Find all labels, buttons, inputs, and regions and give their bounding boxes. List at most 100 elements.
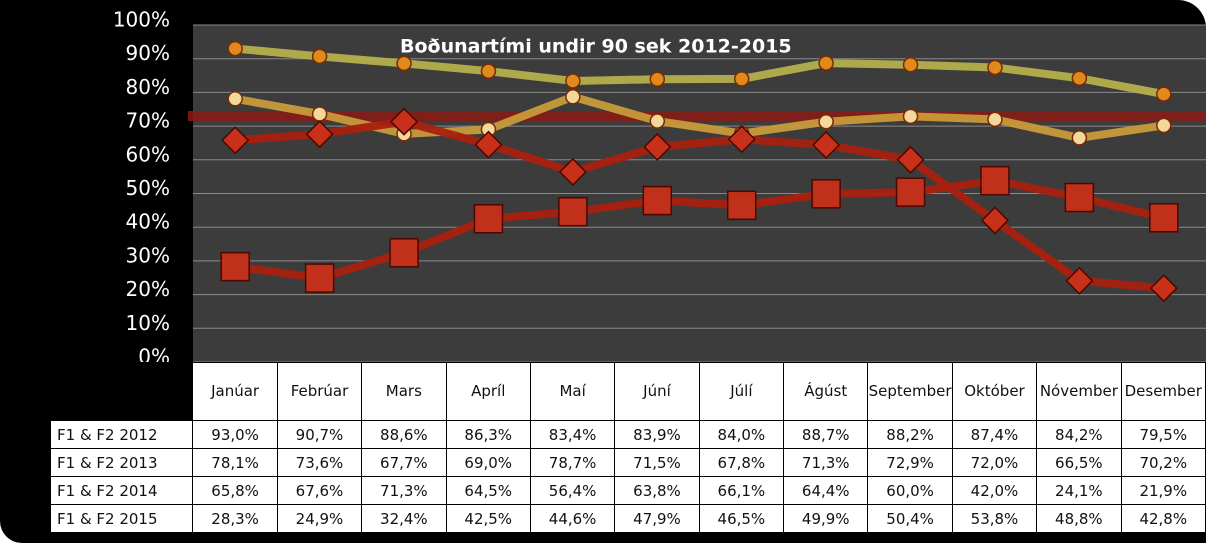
marker: [304, 263, 335, 293]
marker: [1156, 117, 1172, 134]
data-label: 53,8%: [951, 504, 1038, 533]
series-line: [234, 92, 1165, 142]
y-tick-label: 40%: [126, 210, 170, 234]
data-label: 72,9%: [867, 448, 953, 477]
chart-title: Boðunartími undir 90 sek 2012-2015: [400, 36, 792, 58]
data-label: 21,9%: [1120, 476, 1206, 505]
table-row: F1 & F2 2015 28,3% 24,9% 32,4% 42,5% 44,6% 47,…: [49, 504, 1206, 533]
data-label: 86,3%: [445, 420, 531, 449]
marker: [1149, 203, 1179, 233]
marker: [642, 185, 673, 216]
data-label: 71,5%: [614, 448, 700, 477]
data-label: 42,0%: [951, 476, 1038, 505]
y-tick-label: 10%: [126, 311, 170, 335]
marker: [818, 113, 834, 130]
marker: [902, 108, 919, 125]
legend-entry: F1 & F2 2014: [49, 476, 194, 505]
category-label: Mars: [361, 362, 447, 421]
marker: [1149, 274, 1178, 303]
data-label: 64,5%: [445, 476, 531, 505]
data-label: 88,7%: [783, 420, 869, 449]
data-label: 88,2%: [867, 420, 953, 449]
category-label: Nóvember: [1036, 362, 1122, 421]
category-label: Janúar: [192, 362, 278, 421]
data-label: 73,6%: [276, 448, 363, 477]
data-label: 56,4%: [529, 476, 616, 505]
data-label: 79,5%: [1120, 420, 1206, 449]
data-label: 32,4%: [361, 504, 447, 533]
data-label: 64,4%: [783, 476, 869, 505]
marker: [727, 125, 756, 154]
category-label: Ágúst: [783, 362, 869, 421]
data-label: 42,8%: [1120, 504, 1206, 533]
data-label: 84,2%: [1036, 420, 1122, 449]
category-label: Október: [951, 362, 1038, 421]
y-tick-label: 60%: [126, 142, 170, 166]
marker: [558, 196, 588, 227]
data-label: 93,0%: [192, 420, 278, 449]
marker: [980, 206, 1010, 235]
plot: 0% 10% 20% 30% 40% 50% 60% 70% 80% 90% 100% Boðunar…: [113, 8, 1206, 363]
series-line: [234, 44, 1165, 99]
marker: [987, 59, 1003, 76]
marker: [1156, 86, 1172, 102]
data-label: 87,4%: [951, 420, 1038, 449]
marker: [220, 251, 250, 282]
marker: [649, 71, 666, 88]
data-label: 60,0%: [867, 476, 953, 505]
marker: [389, 238, 419, 268]
marker: [565, 89, 581, 105]
table-corner: [50, 362, 193, 421]
category-label: Febrúar: [276, 362, 363, 421]
y-tick-label: 50%: [126, 176, 170, 200]
marker: [221, 126, 250, 155]
marker: [643, 132, 672, 162]
marker: [902, 57, 919, 73]
category-label: Maí: [529, 362, 616, 421]
category-label: Apríl: [445, 362, 531, 421]
y-tick-label: 70%: [126, 109, 170, 133]
data-label: 28,3%: [192, 504, 278, 533]
marker: [1065, 266, 1094, 295]
legend-entry: F1 & F2 2015: [49, 504, 194, 533]
marker: [227, 91, 243, 107]
y-tick-label: 0%: [138, 345, 170, 363]
category-label: September: [867, 362, 953, 421]
data-label: 69,0%: [445, 448, 531, 477]
marker: [474, 130, 503, 159]
marker: [396, 55, 412, 72]
data-label: 90,7%: [276, 420, 363, 449]
marker: [726, 190, 757, 221]
marker: [565, 73, 581, 89]
marker: [733, 71, 750, 87]
y-tick-label: 90%: [126, 41, 170, 65]
data-label: 88,6%: [361, 420, 447, 449]
marker: [980, 165, 1010, 196]
data-label: 49,9%: [783, 504, 869, 533]
marker: [480, 63, 497, 79]
marker: [987, 111, 1003, 128]
data-table: Janúar Febrúar Mars Apríl Maí Júní Júlí Ágúst Se…: [49, 362, 1206, 533]
data-label: 50,4%: [867, 504, 953, 533]
data-label: 24,9%: [276, 504, 363, 533]
data-label: 72,0%: [951, 448, 1038, 477]
table-row: F1 & F2 2013 78,1% 73,6% 67,7% 69,0% 78,7% 71,…: [49, 448, 1206, 477]
marker: [812, 130, 841, 160]
category-label: Desember: [1120, 362, 1206, 421]
marker: [811, 179, 841, 209]
data-label: 42,5%: [445, 504, 531, 533]
series-line: [234, 117, 1165, 293]
table-row: Janúar Febrúar Mars Apríl Maí Júní Júlí Ágúst Se…: [50, 362, 1206, 421]
category-label: Júlí: [698, 362, 785, 421]
data-label: 70,2%: [1120, 448, 1206, 477]
marker: [649, 113, 666, 129]
data-label: 71,3%: [361, 476, 447, 505]
data-label: 66,1%: [698, 476, 785, 505]
data-label: 78,7%: [529, 448, 616, 477]
data-label: 83,4%: [529, 420, 616, 449]
table-row: F1 & F2 2014 65,8% 67,6% 71,3% 64,5% 56,4% 63,…: [49, 476, 1206, 505]
data-label: 44,6%: [529, 504, 616, 533]
data-label: 67,8%: [698, 448, 785, 477]
marker: [895, 177, 926, 207]
